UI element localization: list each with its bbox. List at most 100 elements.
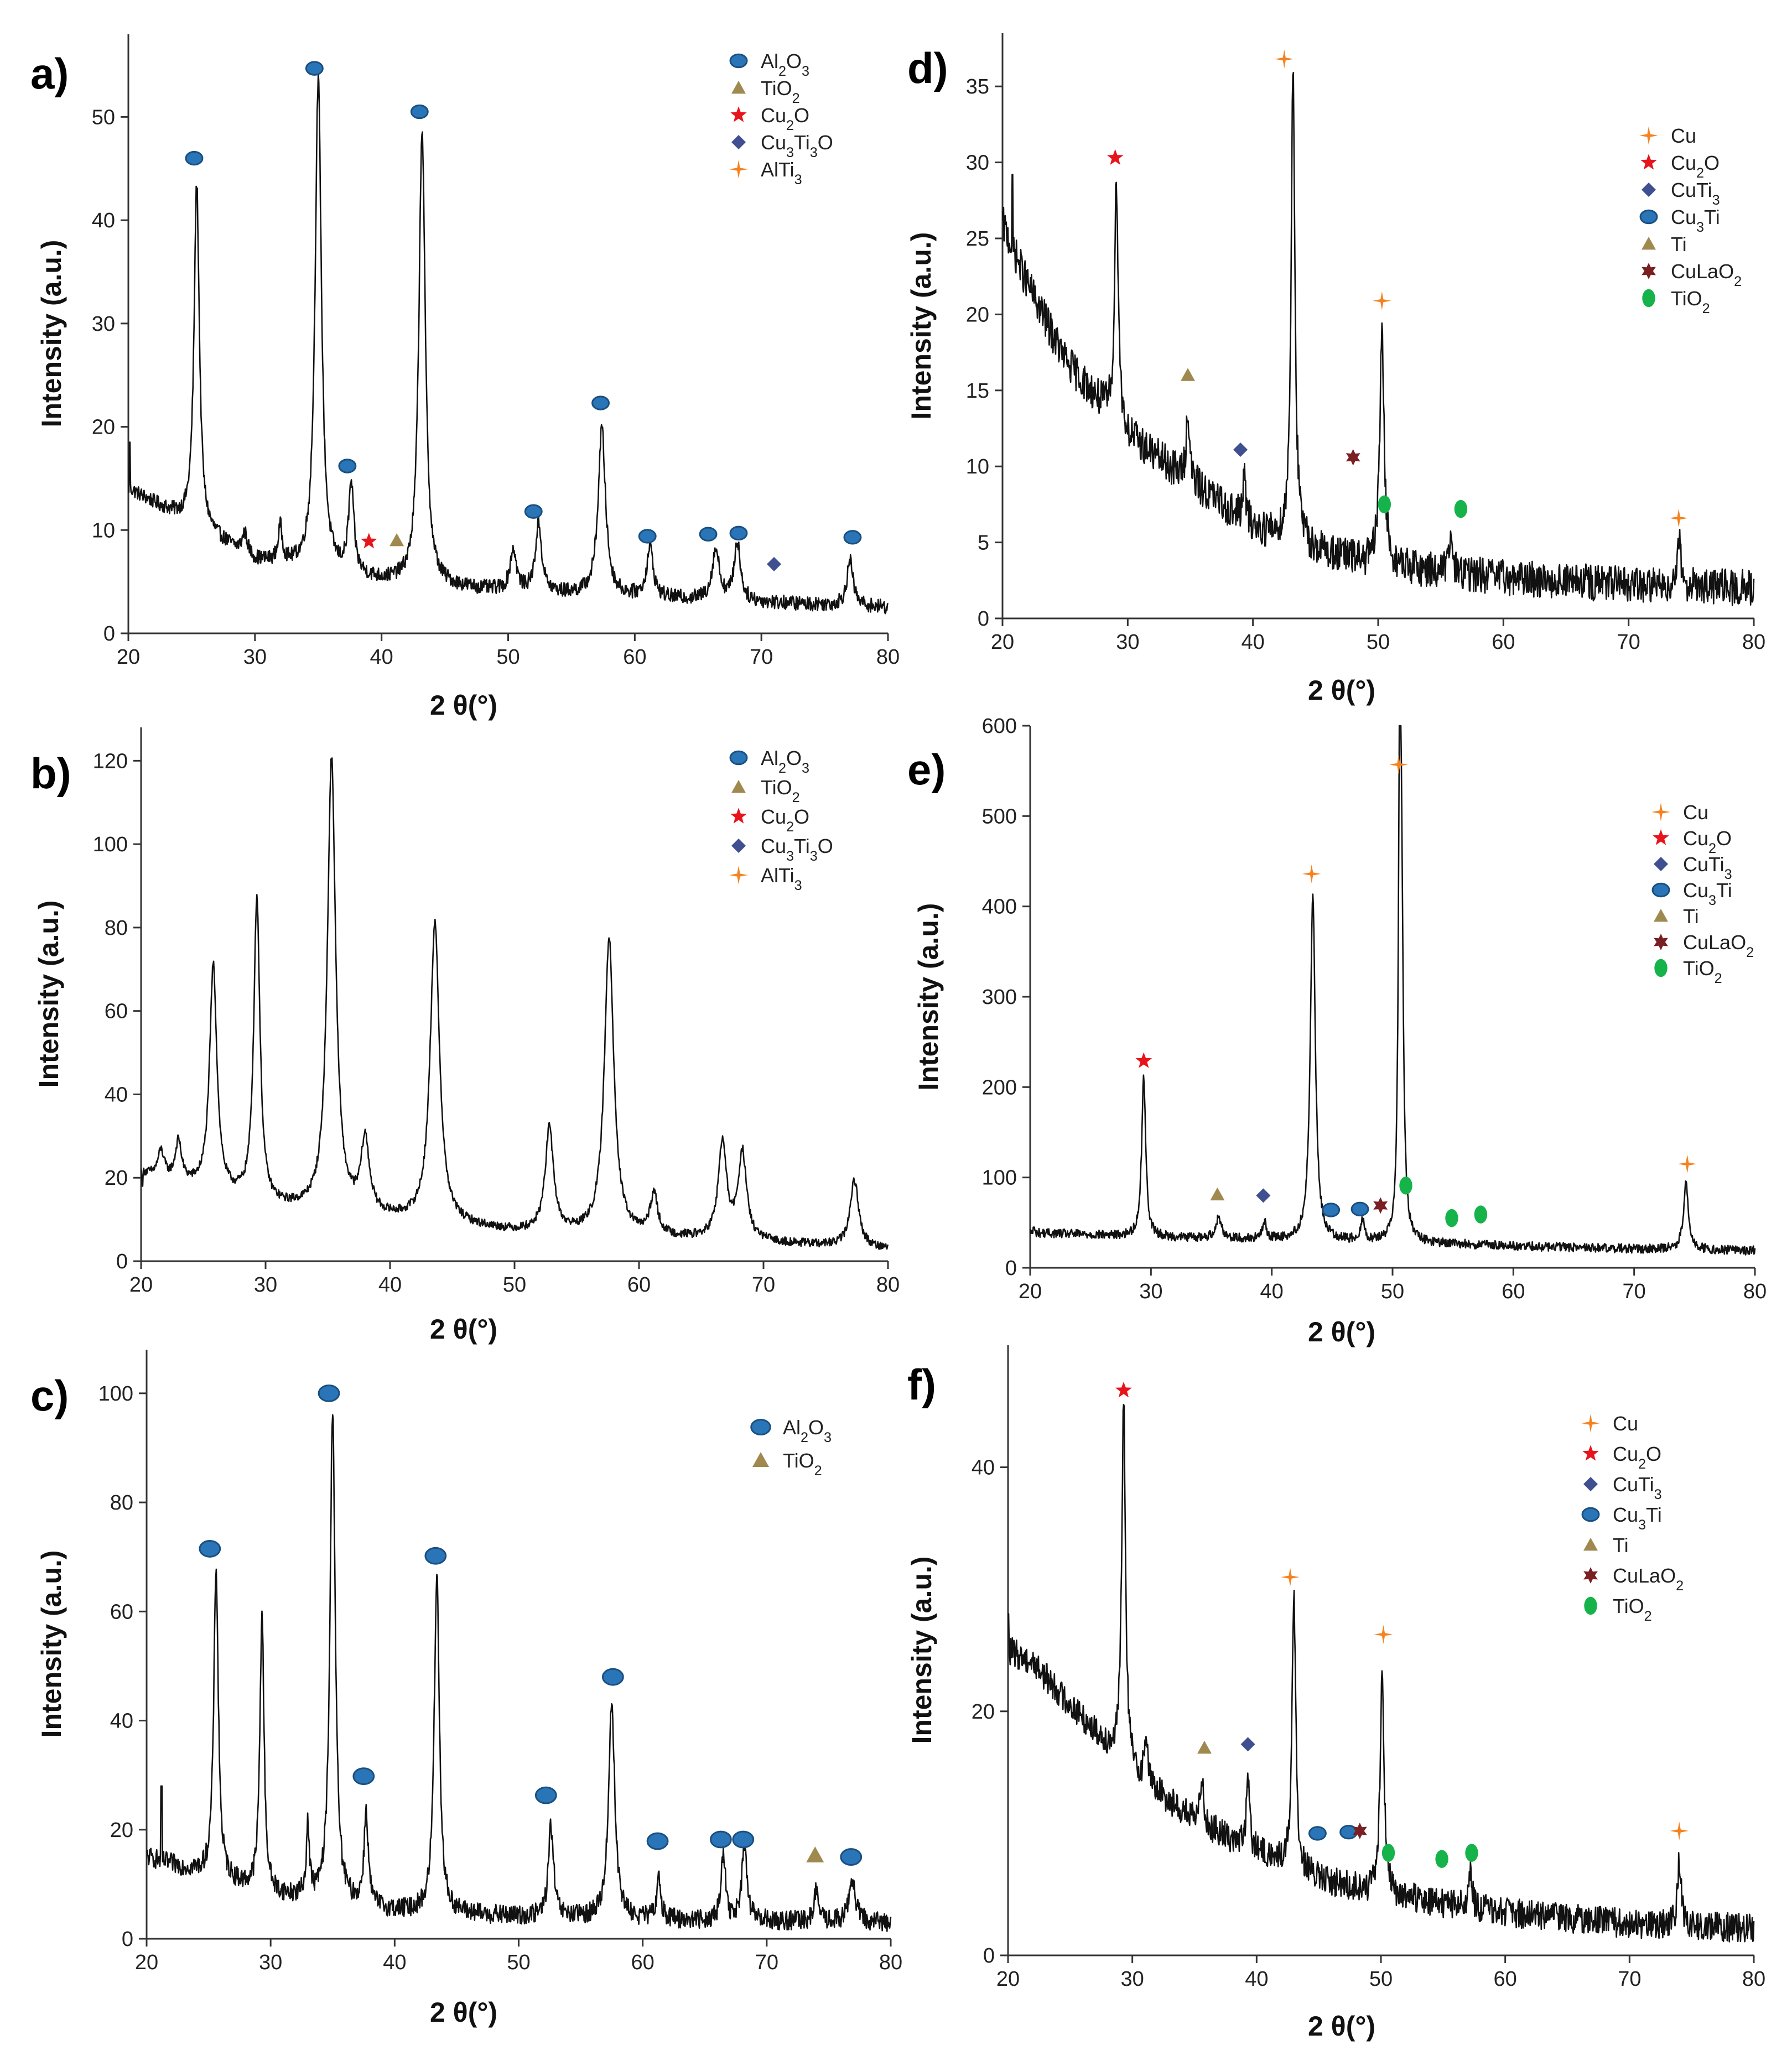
- x-tick-label: 60: [631, 1951, 655, 1974]
- legend-marker-circle: [729, 750, 748, 766]
- peak-marker-circle: [352, 1767, 375, 1786]
- legend-marker-triangle: [1642, 237, 1656, 250]
- legend-marker-diamond: [1654, 857, 1668, 871]
- y-tick-label: 300: [982, 986, 1017, 1009]
- x-axis-label: 2 θ(°): [430, 1997, 497, 2028]
- x-tick-label: 80: [879, 1951, 902, 1974]
- legend-marker-ellipse: [1584, 1596, 1597, 1615]
- legend-label: CuLaO2: [1683, 931, 1754, 960]
- y-tick-label: 40: [105, 1083, 128, 1106]
- y-tick-label: 35: [966, 75, 989, 98]
- peak-marker-triangle: [389, 533, 404, 547]
- legend-label: AlTi3: [761, 158, 802, 188]
- peak-marker-circle: [534, 1786, 557, 1804]
- y-axis-label: Intensity (a.u.): [33, 901, 64, 1088]
- xrd-trace: [146, 1414, 892, 1932]
- peak-marker-cross: [1281, 1568, 1300, 1586]
- y-tick-label: 20: [105, 1167, 128, 1190]
- legend-label: Al2O3: [761, 50, 809, 79]
- legend-marker-circle: [729, 53, 748, 69]
- peak-marker-ellipse: [1399, 1177, 1412, 1195]
- x-tick-label: 30: [259, 1951, 282, 1974]
- peak-marker-star: [360, 533, 377, 549]
- legend-marker-circle: [1639, 209, 1658, 225]
- y-tick-label: 0: [116, 1250, 128, 1273]
- peak-marker-diamond: [1233, 442, 1248, 457]
- x-tick-label: 30: [243, 646, 267, 669]
- y-axis-label: Intensity (a.u.): [913, 903, 944, 1091]
- y-tick-label: 500: [982, 805, 1017, 828]
- peak-marker-cross: [1302, 865, 1321, 883]
- y-tick-label: 40: [972, 1456, 995, 1480]
- legend-label: Cu2O: [761, 805, 809, 835]
- peak-marker-circle: [729, 525, 748, 541]
- x-tick-label: 60: [623, 646, 646, 669]
- peak-marker-triangle: [1210, 1187, 1225, 1201]
- x-tick-label: 70: [752, 1273, 775, 1297]
- peak-marker-circle: [1322, 1203, 1341, 1217]
- peak-marker-cross: [1275, 49, 1294, 69]
- y-tick-label: 10: [92, 519, 115, 542]
- legend-marker-triangle: [1583, 1538, 1598, 1551]
- x-tick-label: 30: [1121, 1968, 1144, 1991]
- x-tick-label: 50: [1381, 1280, 1404, 1303]
- legend-marker-star6: [1654, 934, 1668, 950]
- legend-marker-star6: [1583, 1567, 1598, 1584]
- y-tick-label: 0: [122, 1928, 133, 1951]
- legend-marker-ellipse: [1642, 289, 1655, 308]
- peak-marker-star: [1135, 1052, 1152, 1068]
- panel-label: f): [907, 1360, 936, 1409]
- x-tick-label: 80: [1742, 631, 1765, 654]
- legend-label: Al2O3: [761, 747, 809, 776]
- legend-label: Ti: [1671, 233, 1687, 256]
- panel-d: 20 30 40 50 60 70 80 0 5 10 15 20 25 30 35 2 θ(°) Intens…: [906, 33, 1765, 706]
- peak-marker-diamond: [1256, 1188, 1271, 1203]
- xrd-trace: [1007, 1404, 1755, 1943]
- legend-label: TiO2: [761, 77, 800, 106]
- x-tick-label: 20: [1019, 1280, 1042, 1303]
- y-tick-label: 100: [93, 833, 128, 856]
- peak-marker-cross: [1389, 755, 1408, 774]
- peak-marker-triangle: [1180, 368, 1195, 381]
- y-tick-label: 5: [978, 532, 989, 555]
- x-tick-label: 60: [627, 1273, 651, 1297]
- legend-marker-triangle: [752, 1452, 769, 1467]
- y-tick-label: 40: [110, 1710, 133, 1733]
- x-tick-label: 30: [254, 1273, 277, 1297]
- peak-marker-circle: [524, 504, 543, 519]
- legend-label: Cu2O: [761, 104, 809, 133]
- x-tick-label: 50: [503, 1273, 526, 1297]
- peak-marker-ellipse: [1435, 1850, 1448, 1868]
- panel-label: a): [30, 49, 69, 98]
- y-tick-label: 60: [105, 1000, 128, 1023]
- x-tick-label: 40: [378, 1273, 402, 1297]
- peak-marker-ellipse: [1465, 1844, 1478, 1862]
- peak-marker-circle: [843, 530, 862, 545]
- legend-label: CuLaO2: [1613, 1564, 1684, 1594]
- peak-marker-circle: [1308, 1826, 1327, 1841]
- x-tick-label: 60: [1492, 631, 1515, 654]
- peak-marker-circle: [410, 104, 429, 119]
- y-tick-label: 25: [966, 227, 989, 251]
- legend-label: Cu: [1671, 124, 1696, 147]
- peak-marker-circle: [646, 1832, 669, 1850]
- x-tick-label: 20: [129, 1273, 153, 1297]
- legend-marker-diamond: [731, 135, 746, 149]
- legend-marker-cross: [729, 160, 748, 179]
- peak-marker-ellipse: [1381, 1844, 1395, 1862]
- y-tick-label: 10: [966, 455, 989, 478]
- y-tick-label: 200: [982, 1076, 1017, 1099]
- y-tick-label: 30: [92, 313, 115, 336]
- x-tick-label: 20: [991, 631, 1014, 654]
- y-tick-label: 0: [978, 607, 989, 631]
- y-tick-label: 100: [98, 1382, 133, 1406]
- x-tick-label: 50: [507, 1951, 530, 1974]
- peak-marker-circle: [840, 1848, 863, 1866]
- peak-marker-triangle: [806, 1846, 824, 1862]
- x-tick-label: 70: [1623, 1280, 1646, 1303]
- y-axis-label: Intensity (a.u.): [906, 1557, 937, 1744]
- peak-marker-ellipse: [1474, 1205, 1488, 1224]
- x-tick-label: 70: [1618, 1968, 1641, 1991]
